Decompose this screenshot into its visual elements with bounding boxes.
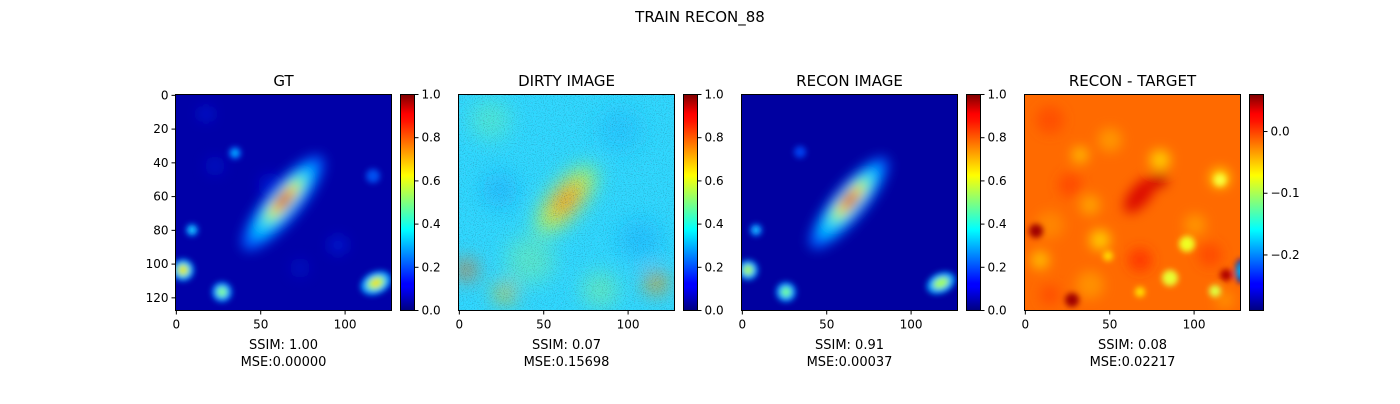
axis-ticks: 0 50 100 0 20 40 60 80 100 120 (146, 88, 357, 331)
colorbar-tick-label: 1.0 (988, 88, 1007, 102)
y-tick-label: 80 (153, 223, 168, 237)
panel-gt: GT (146, 72, 441, 370)
colorbar-tick-label: 0.4 (422, 217, 441, 231)
x-tick-label: 100 (900, 318, 923, 332)
y-tick-label: 20 (153, 122, 168, 136)
ssim-label: SSIM: 1.00 (249, 338, 318, 353)
mse-label: MSE:0.15698 (524, 355, 610, 370)
x-tick-label: 100 (617, 318, 640, 332)
colorbar: 0.0 0.2 0.4 0.6 0.8 1.0 (400, 88, 441, 318)
plot-frame (458, 94, 675, 311)
ssim-label: SSIM: 0.08 (1098, 338, 1167, 353)
y-tick-label: 100 (146, 257, 169, 271)
mse-label: MSE:0.00037 (807, 355, 893, 370)
colorbar: 0.0 0.2 0.4 0.6 0.8 1.0 (683, 88, 724, 318)
colorbar-frame (966, 94, 981, 311)
x-tick-label: 50 (819, 318, 834, 332)
colorbar-frame (683, 94, 698, 311)
y-tick-label: 120 (146, 291, 169, 305)
plot-frame (1024, 94, 1241, 311)
colorbar-gradient (683, 94, 698, 311)
y-tick-label: 60 (153, 190, 168, 204)
x-tick-label: 0 (173, 318, 181, 332)
heatmap-image (1024, 94, 1241, 311)
colorbar-gradient (1249, 94, 1264, 311)
colorbar-tick-label: 0.2 (705, 260, 724, 274)
panel-title: DIRTY IMAGE (518, 72, 615, 90)
figure-title: TRAIN RECON_88 (634, 8, 765, 27)
panel-dirty-image: DIRTY IMAGE 0 50 100 0.0 0.2 0.4 0.6 0.8 (456, 72, 724, 370)
colorbar-tick-label: 0.0 (705, 304, 724, 318)
y-tick-label: 0 (161, 88, 169, 102)
x-tick-label: 100 (334, 318, 357, 332)
axis-ticks: 0 50 100 (739, 310, 923, 332)
colorbar-tick-label: 0.8 (988, 131, 1007, 145)
colorbar-tick-label: −0.1 (1271, 186, 1300, 200)
x-tick-label: 0 (739, 318, 747, 332)
heatmap-image (741, 94, 958, 311)
ssim-label: SSIM: 0.07 (532, 338, 601, 353)
panel-title: GT (273, 72, 294, 90)
panel-title: RECON IMAGE (796, 72, 903, 90)
axis-ticks: 0 50 100 (456, 310, 640, 332)
x-tick-label: 100 (1183, 318, 1206, 332)
panel-title: RECON - TARGET (1069, 72, 1197, 90)
colorbar-tick-label: 0.2 (422, 260, 441, 274)
colorbar-tick-label: 0.8 (705, 131, 724, 145)
colorbar: 0.0 −0.1 −0.2 (1249, 94, 1300, 311)
colorbar-tick-label: 0.4 (705, 217, 724, 231)
colorbar-frame (400, 94, 415, 311)
heatmap-image (458, 94, 675, 311)
colorbar-tick-label: 0.4 (988, 217, 1007, 231)
ssim-label: SSIM: 0.91 (815, 338, 884, 353)
colorbar-tick-label: −0.2 (1271, 248, 1300, 262)
x-tick-label: 50 (536, 318, 551, 332)
heatmap-image (175, 94, 392, 311)
axis-ticks: 0 50 100 (1022, 310, 1206, 332)
panel-recon-minus-target: RECON - TARGET (1022, 72, 1300, 370)
colorbar-gradient (966, 94, 981, 311)
x-tick-label: 0 (456, 318, 464, 332)
mse-label: MSE:0.02217 (1090, 355, 1176, 370)
colorbar-tick-label: 1.0 (422, 88, 441, 102)
colorbar-tick-label: 0.6 (422, 174, 441, 188)
colorbar-tick-label: 1.0 (705, 88, 724, 102)
colorbar-frame (1249, 94, 1264, 311)
colorbar-tick-label: 0.8 (422, 131, 441, 145)
x-tick-label: 50 (1102, 318, 1117, 332)
colorbar: 0.0 0.2 0.4 0.6 0.8 1.0 (966, 88, 1007, 318)
colorbar-tick-label: 0.6 (988, 174, 1007, 188)
x-tick-label: 50 (253, 318, 268, 332)
y-tick-label: 40 (153, 156, 168, 170)
colorbar-gradient (400, 94, 415, 311)
x-tick-label: 0 (1022, 318, 1030, 332)
colorbar-tick-label: 0.0 (988, 304, 1007, 318)
mse-label: MSE:0.00000 (241, 355, 327, 370)
colorbar-tick-label: 0.2 (988, 260, 1007, 274)
colorbar-tick-label: 0.0 (1271, 125, 1290, 139)
plot-frame (175, 94, 392, 311)
plot-frame (741, 94, 958, 311)
panel-recon-image: RECON IMAGE (739, 72, 1007, 370)
colorbar-tick-label: 0.6 (705, 174, 724, 188)
colorbar-tick-label: 0.0 (422, 304, 441, 318)
